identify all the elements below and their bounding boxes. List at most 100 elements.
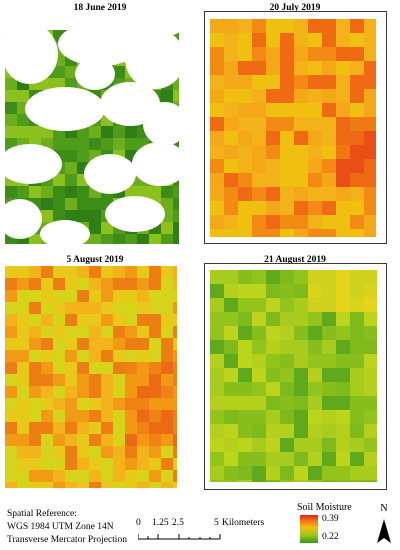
- field-cell: [29, 234, 41, 244]
- field-cell: [336, 215, 350, 229]
- field-cell: [322, 75, 336, 89]
- field-cell: [224, 326, 238, 340]
- field-cell: [29, 126, 41, 138]
- field-cell: [125, 314, 137, 326]
- field-cell: [210, 131, 224, 145]
- scale-unit: Kilometers: [222, 518, 265, 528]
- field-cell: [280, 145, 294, 159]
- field-cell: [149, 290, 161, 302]
- field-cell: [266, 410, 280, 424]
- ramp-min-value: 0.22: [322, 532, 339, 542]
- field-cell: [308, 145, 322, 159]
- field-cell: [364, 61, 376, 75]
- field-cell: [5, 278, 17, 290]
- field-cell: [308, 61, 322, 75]
- field-cell: [336, 284, 350, 298]
- field-cell: [280, 298, 294, 312]
- field-cell: [308, 326, 322, 340]
- field-cell: [238, 201, 252, 215]
- field-cell: [364, 284, 377, 298]
- field-cell: [113, 66, 125, 78]
- field-cell: [364, 229, 376, 237]
- field-cell: [350, 103, 364, 117]
- field-cell: [173, 446, 177, 458]
- field-cell: [294, 159, 308, 173]
- field-cell: [252, 61, 266, 75]
- field-cell: [210, 47, 224, 61]
- north-label: N: [380, 503, 388, 514]
- field-cell: [252, 19, 266, 33]
- field-cell: [210, 19, 224, 33]
- field-cell: [5, 234, 17, 244]
- field-cell: [322, 131, 336, 145]
- field-cell: [113, 290, 125, 302]
- field-cell: [266, 75, 280, 89]
- field-cell: [210, 382, 224, 396]
- field-cell: [280, 61, 294, 75]
- scale-tick-1-25: 1.25: [152, 518, 169, 528]
- field-cell: [308, 368, 322, 382]
- field-cell: [266, 354, 280, 368]
- field-cell: [364, 187, 376, 201]
- field-cell: [266, 284, 280, 298]
- field-cell: [336, 424, 350, 438]
- panel-title-2: 20 July 2019: [269, 3, 321, 13]
- field-cell: [161, 314, 173, 326]
- field-cell: [224, 159, 238, 173]
- map-margin: [205, 264, 386, 270]
- field-cell: [224, 33, 238, 47]
- field-cell: [364, 33, 376, 47]
- field-cell: [238, 312, 252, 326]
- field-cell: [89, 222, 101, 234]
- field-cell: [238, 145, 252, 159]
- field-cell: [5, 374, 17, 386]
- field-cell: [53, 458, 65, 470]
- field-cell: [65, 350, 77, 362]
- field-cell: [210, 270, 224, 284]
- field-cell: [224, 145, 238, 159]
- map-margin: [377, 264, 386, 489]
- field-cell: [350, 131, 364, 145]
- field-cell: [77, 446, 89, 458]
- field-cell: [266, 145, 280, 159]
- field-cell: [89, 278, 101, 290]
- field-cell: [101, 362, 113, 374]
- field-cell: [224, 438, 238, 452]
- field-cell: [308, 173, 322, 187]
- field-cell: [41, 326, 53, 338]
- field-cell: [308, 480, 322, 482]
- field-cell: [65, 458, 77, 470]
- field-cell: [322, 173, 336, 187]
- field-cell: [350, 89, 364, 103]
- field-cell: [41, 482, 53, 488]
- field-cell: [322, 368, 336, 382]
- field-cell: [29, 302, 41, 314]
- field-cell: [137, 410, 149, 422]
- field-cell: [266, 33, 280, 47]
- field-cell: [113, 234, 125, 244]
- field-cell: [149, 326, 161, 338]
- field-cell: [336, 312, 350, 326]
- soil-moisture-map-20-july: [205, 12, 386, 243]
- scale-bar: 0 1.25 2.5 5 Kilometers: [136, 518, 264, 542]
- field-cell: [5, 338, 17, 350]
- field-cell: [364, 396, 377, 410]
- field-cell: [149, 446, 161, 458]
- field-cell: [173, 326, 177, 338]
- field-cell: [210, 326, 224, 340]
- field-cell: [224, 61, 238, 75]
- field-cell: [364, 466, 377, 480]
- field-cell: [77, 278, 89, 290]
- field-cell: [17, 338, 29, 350]
- field-cell: [161, 386, 173, 398]
- field-cell: [364, 354, 377, 368]
- field-cell: [224, 215, 238, 229]
- field-cell: [308, 75, 322, 89]
- field-cell: [224, 480, 238, 482]
- field-cell: [65, 314, 77, 326]
- field-cell: [5, 422, 17, 434]
- field-cell: [41, 198, 53, 210]
- field-cell: [280, 131, 294, 145]
- field-cell: [238, 368, 252, 382]
- field-cell: [336, 159, 350, 173]
